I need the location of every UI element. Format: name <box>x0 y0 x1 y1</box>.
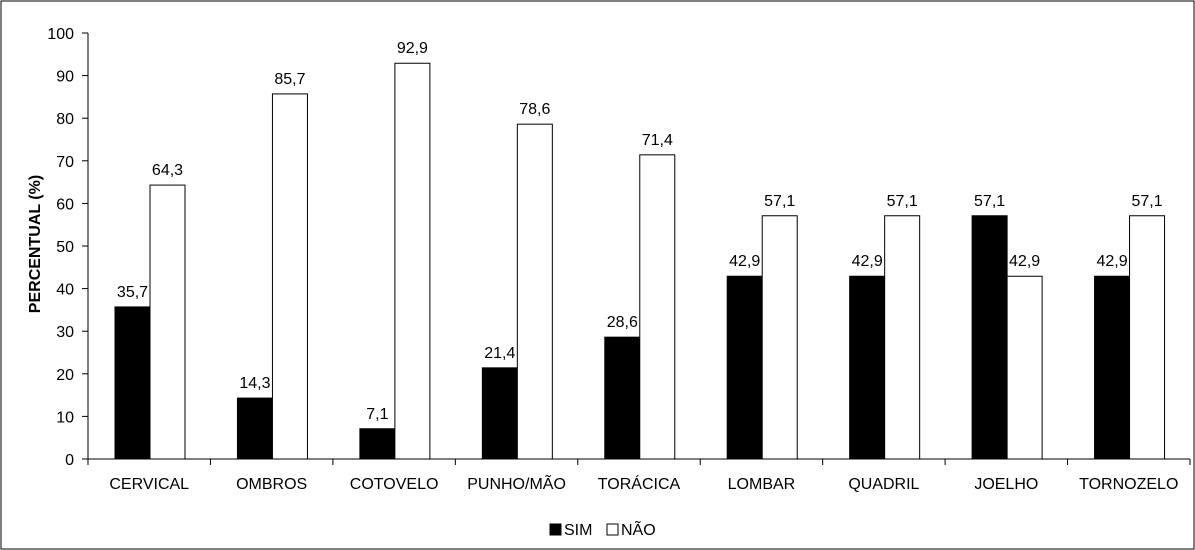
bar-sim <box>1095 276 1130 459</box>
data-label: 21,4 <box>484 345 515 362</box>
legend-swatch-nao <box>607 524 618 535</box>
bar-sim <box>972 216 1007 459</box>
legend-label-sim: SIM <box>564 522 592 539</box>
data-label: 78,6 <box>519 101 550 118</box>
y-tick-label: 70 <box>56 154 74 171</box>
category-label: TORNOZELO <box>1079 476 1178 493</box>
data-label: 57,1 <box>1131 193 1162 210</box>
category-label: LOMBAR <box>728 476 796 493</box>
data-label: 85,7 <box>274 71 305 88</box>
bar-nao <box>885 216 920 459</box>
y-tick-label: 60 <box>56 196 74 213</box>
bar-nao <box>1007 276 1042 459</box>
bar-sim <box>727 276 762 459</box>
data-label: 35,7 <box>117 284 148 301</box>
category-label: PUNHO/MÃO <box>467 473 566 493</box>
data-label: 28,6 <box>607 314 638 331</box>
y-tick-label: 90 <box>56 69 74 86</box>
category-label: JOELHO <box>974 476 1038 493</box>
data-label: 71,4 <box>642 132 673 149</box>
data-label: 42,9 <box>729 253 760 270</box>
y-tick-label: 100 <box>47 26 74 43</box>
bar-nao <box>150 185 185 459</box>
y-tick-label: 0 <box>65 452 74 469</box>
bar-nao <box>1130 216 1165 459</box>
data-label: 7,1 <box>366 406 388 423</box>
legend-label-nao: NÃO <box>621 519 656 539</box>
data-label: 42,9 <box>1009 253 1040 270</box>
data-label: 57,1 <box>764 193 795 210</box>
category-label: CERVICAL <box>109 476 189 493</box>
legend-swatch-sim <box>550 524 561 535</box>
data-label: 14,3 <box>239 375 270 392</box>
category-label: TORÁCICA <box>598 474 681 493</box>
bar-nao <box>640 155 675 459</box>
bar-sim <box>605 337 640 459</box>
y-axis-title: PERCENTUAL (%) <box>27 175 44 313</box>
category-label: OMBROS <box>236 476 307 493</box>
y-tick-label: 20 <box>56 367 74 384</box>
bar-nao <box>517 124 552 459</box>
y-tick-label: 10 <box>56 409 74 426</box>
data-label: 42,9 <box>1096 253 1127 270</box>
data-label: 57,1 <box>887 193 918 210</box>
data-label: 92,9 <box>397 40 428 57</box>
y-tick-label: 50 <box>56 239 74 256</box>
bar-sim <box>237 398 272 459</box>
bar-nao <box>762 216 797 459</box>
bar-nao <box>395 63 430 459</box>
bar-sim <box>850 276 885 459</box>
bar-sim <box>482 368 517 459</box>
data-label: 64,3 <box>152 162 183 179</box>
data-label: 42,9 <box>852 253 883 270</box>
data-label: 57,1 <box>974 193 1005 210</box>
category-label: QUADRIL <box>848 476 919 493</box>
y-tick-label: 40 <box>56 282 74 299</box>
bar-sim <box>115 307 150 459</box>
bar-sim <box>360 429 395 459</box>
bar-nao <box>272 94 307 459</box>
y-tick-label: 80 <box>56 111 74 128</box>
category-label: COTOVELO <box>350 476 439 493</box>
y-tick-label: 30 <box>56 324 74 341</box>
